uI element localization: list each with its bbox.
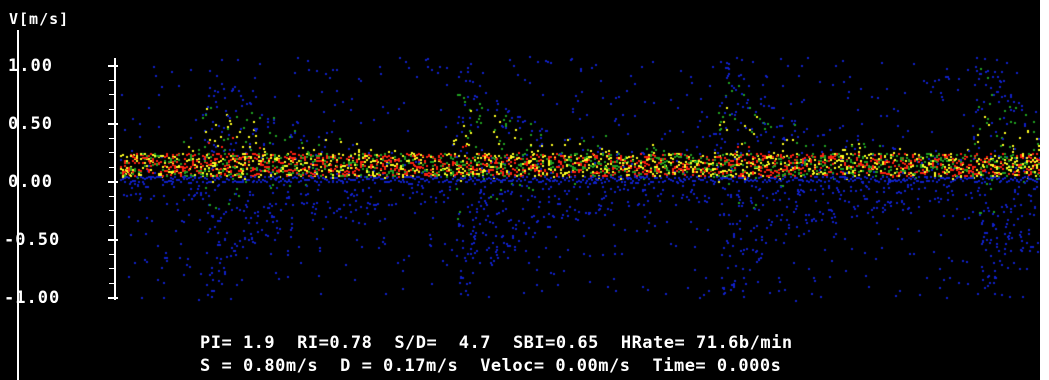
major-tick	[108, 239, 118, 241]
minor-tick	[109, 94, 115, 95]
tick-label-neg-1.00: -1.00	[4, 288, 61, 308]
ri-readout: RI=0.78	[297, 333, 373, 353]
minor-tick	[109, 268, 115, 269]
minor-tick	[109, 181, 115, 182]
minor-tick	[109, 138, 115, 139]
minor-tick	[109, 297, 115, 298]
minor-tick	[109, 196, 115, 197]
pi-readout: PI= 1.9	[200, 333, 276, 353]
readout-row-velocities: S = 0.80m/s D = 0.17m/s Veloc= 0.00m/s Time…	[200, 356, 781, 376]
cursor-velocity-readout: Veloc= 0.00m/s	[480, 356, 631, 376]
major-tick	[108, 181, 118, 183]
minor-tick	[109, 152, 115, 153]
tick-label-0.00: 0.00	[8, 172, 53, 192]
tick-label-neg-0.50: -0.50	[4, 230, 61, 250]
minor-tick	[109, 123, 115, 124]
minor-tick	[109, 80, 115, 81]
major-tick	[108, 65, 118, 67]
minor-tick	[109, 225, 115, 226]
velocity-unit-label: V[m/s]	[9, 10, 70, 28]
systolic-velocity-readout: S = 0.80m/s	[200, 356, 319, 376]
major-tick	[108, 123, 118, 125]
minor-tick	[109, 109, 115, 110]
readout-row-indices: PI= 1.9 RI=0.78 S/D= 4.7 SBI=0.65 HRate= 71.…	[200, 333, 793, 353]
sbi-readout: SBI=0.65	[512, 333, 599, 353]
tick-spine	[114, 58, 116, 300]
minor-tick	[109, 167, 115, 168]
minor-tick	[109, 254, 115, 255]
minor-tick	[109, 283, 115, 284]
minor-tick	[109, 239, 115, 240]
sd-readout: S/D= 4.7	[394, 333, 491, 353]
cursor-time-readout: Time= 0.000s	[652, 356, 782, 376]
diastolic-velocity-readout: D = 0.17m/s	[340, 356, 459, 376]
tick-label-0.50: 0.50	[8, 114, 53, 134]
minor-tick	[109, 65, 115, 66]
heart-rate-readout: HRate= 71.6b/min	[620, 333, 793, 353]
velocity-axis	[17, 30, 19, 380]
minor-tick	[109, 210, 115, 211]
tick-label-1.00: 1.00	[8, 56, 53, 76]
major-tick	[108, 297, 118, 299]
